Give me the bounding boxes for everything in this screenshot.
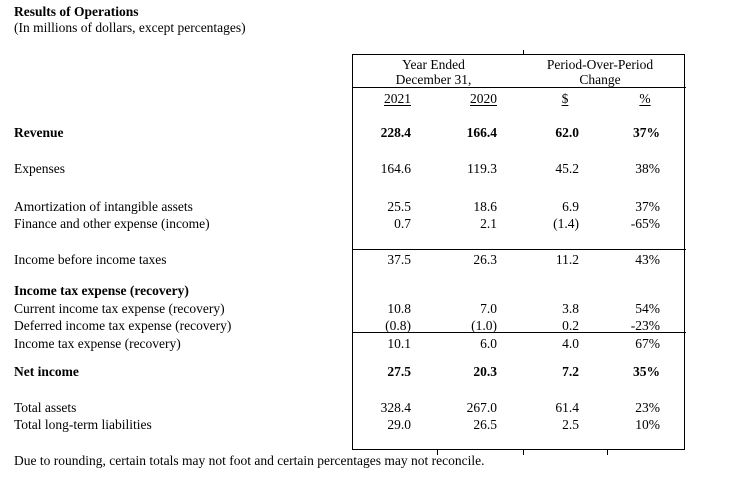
value-2020: (1.0) [471,318,497,333]
value-change-dollars: 4.0 [562,336,579,351]
value-change-dollars: 0.2 [562,318,579,333]
row-label: Amortization of intangible assets [14,199,193,214]
value-2021: 328.4 [380,400,411,415]
value-2021: 0.7 [394,216,411,231]
value-change-dollars: (1.4) [553,216,579,231]
value-2021: 37.5 [387,252,411,267]
value-2020: 20.3 [473,364,497,379]
value-2020: 166.4 [466,125,497,140]
value-2021: 228.4 [380,125,411,140]
row-label: Net income [14,364,79,379]
header-divider-line [352,87,686,88]
page-subtitle: (In millions of dollars, except percenta… [14,20,246,35]
column-header-2021: 2021 [384,91,411,106]
table-row-total-long-term-liabilities: Total long-term liabilities 29.0 26.5 2.… [0,417,729,433]
value-2020: 6.0 [480,336,497,351]
column-header-dollars: $ [561,91,569,106]
value-change-dollars: 11.2 [555,252,579,267]
group-header-change-line1: Period-Over-Period [546,57,654,72]
value-2020: 7.0 [480,301,497,316]
column-header-percent: % [639,91,651,106]
value-change-percent: 23% [635,400,660,415]
value-change-percent: -23% [630,318,660,333]
table-row-net-income: Net income 27.5 20.3 7.2 35% [0,364,729,380]
table-row-total-assets: Total assets 328.4 267.0 61.4 23% [0,400,729,416]
value-change-dollars: 61.4 [555,400,579,415]
rule-above-income-before-taxes [352,249,686,250]
value-change-dollars: 45.2 [555,161,579,176]
value-change-dollars: 62.0 [555,125,579,140]
bottom-border-tick [607,450,608,455]
table-row-expenses: Expenses 164.6 119.3 45.2 38% [0,161,729,177]
row-label: Expenses [14,161,65,176]
bottom-border-tick [523,450,524,455]
table-border-box [352,54,685,450]
row-label: Total assets [14,400,77,415]
value-change-percent: 67% [635,336,660,351]
value-change-percent: 38% [635,161,660,176]
rounding-footnote: Due to rounding, certain totals may not … [14,453,485,468]
value-change-percent: 54% [635,301,660,316]
group-header-change-line2: Change [579,72,621,87]
value-change-dollars: 7.2 [562,364,579,379]
row-label: Current income tax expense (recovery) [14,301,225,316]
value-2020: 119.3 [467,161,497,176]
value-change-dollars: 6.9 [562,199,579,214]
value-2021: 29.0 [387,417,411,432]
value-change-percent: 37% [635,199,660,214]
value-2021: 164.6 [380,161,411,176]
column-header-2020: 2020 [470,91,497,106]
value-2020: 18.6 [473,199,497,214]
row-label: Total long-term liabilities [14,417,152,432]
table-row-income-tax-section-header: Income tax expense (recovery) [0,283,729,299]
top-border-tick [523,50,524,54]
table-row-income-tax-total: Income tax expense (recovery) 10.1 6.0 4… [0,336,729,352]
row-label: Deferred income tax expense (recovery) [14,318,232,333]
table-row-current-income-tax: Current income tax expense (recovery) 10… [0,301,729,317]
table-row-amortization: Amortization of intangible assets 25.5 1… [0,199,729,215]
row-label: Income tax expense (recovery) [14,336,181,351]
value-change-percent: 37% [633,125,660,140]
table-row-revenue: Revenue 228.4 166.4 62.0 37% [0,125,729,141]
row-label: Finance and other expense (income) [14,216,210,231]
table-row-deferred-income-tax: Deferred income tax expense (recovery) (… [0,318,729,334]
table-row-finance-expense: Finance and other expense (income) 0.7 2… [0,216,729,232]
value-2020: 267.0 [466,400,497,415]
row-label: Revenue [14,125,64,140]
value-change-percent: 43% [635,252,660,267]
value-change-percent: 35% [633,364,660,379]
value-2021: 10.8 [387,301,411,316]
value-2020: 26.5 [473,417,497,432]
value-change-percent: 10% [635,417,660,432]
row-label: Income tax expense (recovery) [14,283,189,298]
value-change-dollars: 2.5 [562,417,579,432]
value-2020: 26.3 [473,252,497,267]
value-2021: 27.5 [387,364,411,379]
group-header-year-ended-line1: Year Ended [402,57,465,72]
bottom-border-tick [437,450,438,455]
value-change-percent: -65% [630,216,660,231]
table-row-income-before-taxes: Income before income taxes 37.5 26.3 11.… [0,252,729,268]
group-header-year-ended-line2: December 31, [395,72,472,87]
row-label: Income before income taxes [14,252,167,267]
value-2021: (0.8) [385,318,411,333]
value-change-dollars: 3.8 [562,301,579,316]
value-2021: 10.1 [387,336,411,351]
page-title: Results of Operations [14,4,139,19]
value-2021: 25.5 [387,199,411,214]
rule-above-income-tax-total [352,332,686,333]
value-2020: 2.1 [480,216,497,231]
